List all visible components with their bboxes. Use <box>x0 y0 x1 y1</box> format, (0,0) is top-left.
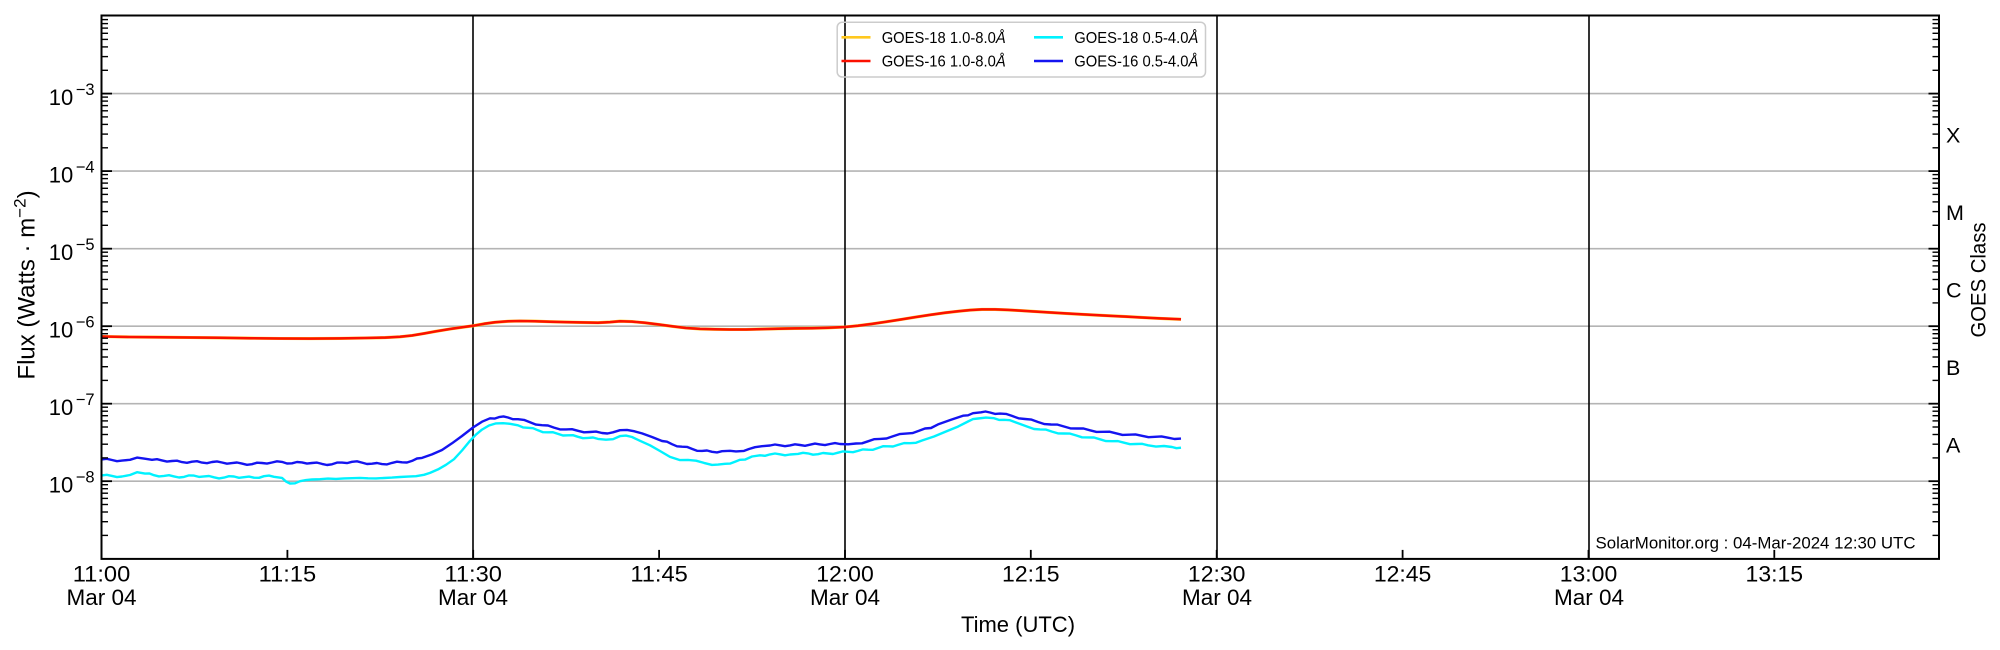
svg-text:GOES Class: GOES Class <box>1967 223 1991 338</box>
svg-text:SolarMonitor.org : 04-Mar-2024: SolarMonitor.org : 04-Mar-2024 12:30 UTC <box>1596 535 1916 553</box>
svg-text:11:15: 11:15 <box>259 562 317 587</box>
svg-text:Flux (Watts · m−2): Flux (Watts · m−2) <box>11 190 41 379</box>
svg-text:10−8: 10 −8 <box>49 469 95 498</box>
svg-text:GOES-18 0.5-4.0Å: GOES-18 0.5-4.0Å <box>1074 28 1198 47</box>
svg-text:13:15: 13:15 <box>1746 562 1804 587</box>
svg-text:B: B <box>1946 356 1960 380</box>
svg-text:Mar 04: Mar 04 <box>810 585 880 610</box>
svg-text:11:00: 11:00 <box>73 562 131 587</box>
svg-text:12:45: 12:45 <box>1374 562 1432 587</box>
svg-text:11:45: 11:45 <box>630 562 688 587</box>
svg-text:12:15: 12:15 <box>1002 562 1060 587</box>
svg-text:13:00: 13:00 <box>1560 562 1618 587</box>
svg-text:Mar 04: Mar 04 <box>438 585 508 610</box>
svg-text:11:30: 11:30 <box>444 562 502 587</box>
svg-text:12:30: 12:30 <box>1188 562 1246 587</box>
svg-text:GOES-18 1.0-8.0Å: GOES-18 1.0-8.0Å <box>882 28 1006 47</box>
svg-text:GOES-16 0.5-4.0Å: GOES-16 0.5-4.0Å <box>1074 52 1198 71</box>
svg-text:M: M <box>1946 201 1964 225</box>
svg-text:12:00: 12:00 <box>816 562 874 587</box>
svg-text:Mar 04: Mar 04 <box>1182 585 1252 610</box>
svg-text:C: C <box>1946 278 1962 302</box>
svg-text:Mar 04: Mar 04 <box>1554 585 1624 610</box>
svg-text:GOES-16 1.0-8.0Å: GOES-16 1.0-8.0Å <box>882 52 1006 71</box>
svg-text:Time (UTC): Time (UTC) <box>961 612 1075 637</box>
svg-text:X: X <box>1946 123 1960 147</box>
svg-text:Mar 04: Mar 04 <box>67 585 137 610</box>
svg-text:A: A <box>1946 434 1961 458</box>
